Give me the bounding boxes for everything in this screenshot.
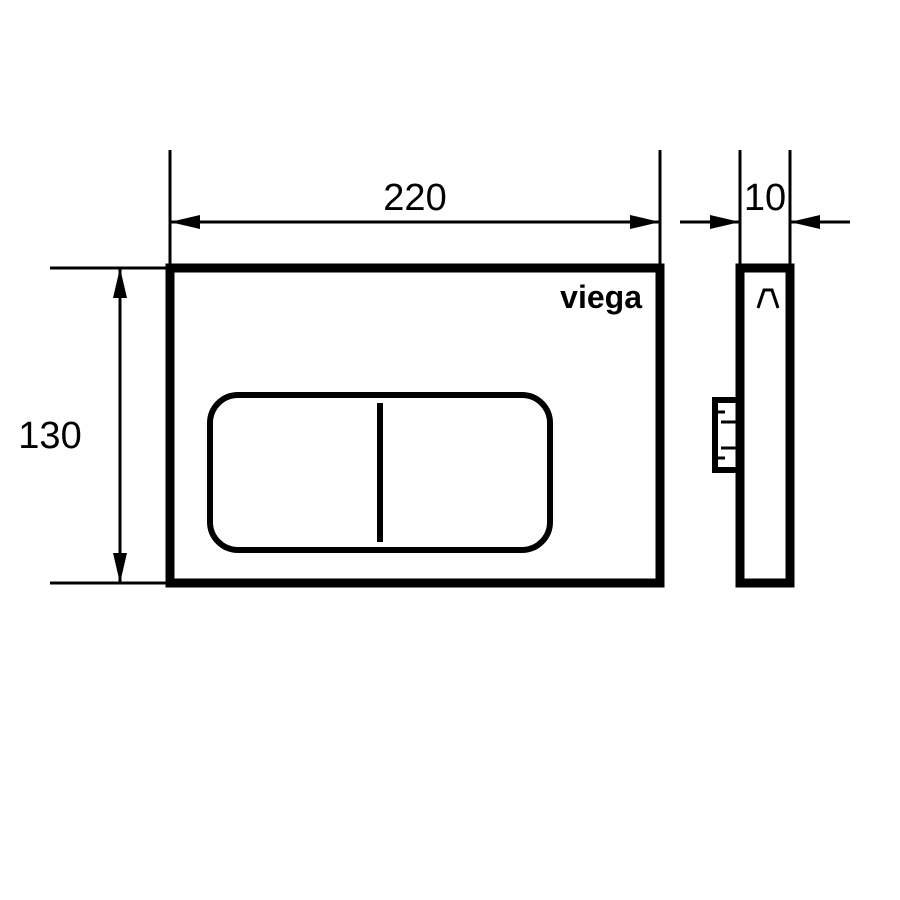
front-view — [170, 268, 660, 583]
brand-label: viega — [560, 279, 642, 315]
dim-width-value: 220 — [383, 177, 446, 219]
side-hook — [758, 290, 778, 308]
plate-outline — [170, 268, 660, 583]
dim-height-value: 130 — [18, 415, 81, 457]
side-outline — [740, 268, 790, 583]
side-view — [715, 268, 790, 583]
dim-depth-value: 10 — [744, 177, 786, 219]
